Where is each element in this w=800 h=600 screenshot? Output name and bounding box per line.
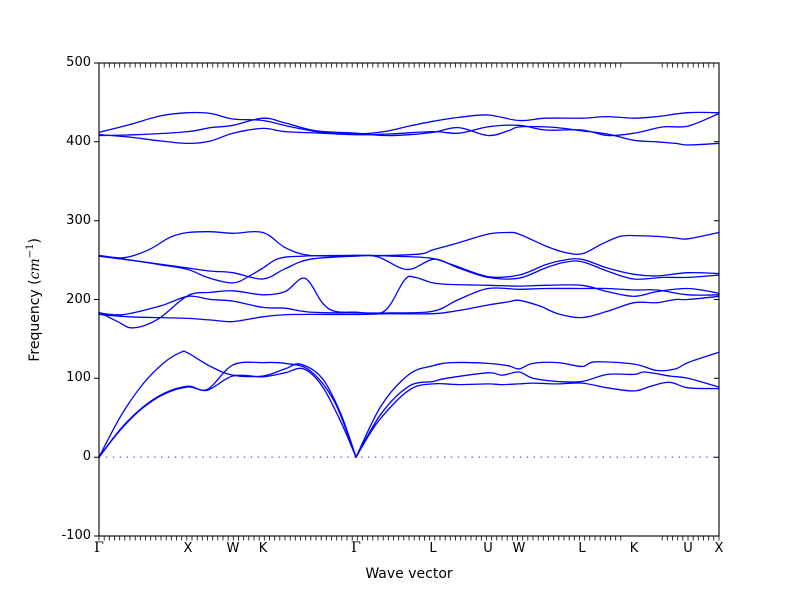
phonon-band-optical-3 [98,117,720,146]
phonon-band-middle-5 [98,287,720,316]
y-tick-label-200: 200 [66,291,91,307]
x-tick-label-5-L: L [429,541,437,556]
phonon-band-middle-6 [98,295,720,323]
x-tick-label-0-Gamma: Γ [94,540,104,556]
x-tick-label-10-U: U [683,541,693,556]
y-tick-label-400: 400 [66,133,91,149]
x-axis-label: Wave vector [365,566,453,582]
x-tick-label-9-K: K [629,541,639,556]
phonon-band-middle-2 [98,254,720,280]
x-tick-label-3-K: K [258,541,268,556]
phonon-band-optical-2 [98,112,720,145]
y-axis-exponent: −1 [25,243,37,259]
phonon-band-acoustic_left-1 [98,367,357,458]
phonon-band-acoustic_left-3 [98,350,357,458]
x-tick-label-4-Gamma: Γ [351,540,361,556]
y-tick-label-300: 300 [66,212,91,228]
x-tick-label-1-X: X [183,541,193,556]
phonon-band-middle-3 [98,254,720,284]
y-tick-label-100: 100 [66,370,91,386]
y-tick-label-500: 500 [66,55,91,70]
x-tick-label-7-W: W [512,541,526,556]
phonon-band-acoustic_right-3 [355,351,720,458]
x-minor-ticks-bottom [98,536,720,541]
x-tick-label-8-L: L [578,541,586,556]
phonon-band-acoustic_right-1 [355,381,720,458]
y-tick-label--100: -100 [61,528,91,543]
phonon-band-middle-4 [98,275,720,329]
x-tick-label-6-U: U [483,541,493,556]
phonon-band-middle-1 [98,230,720,259]
phonon-band-acoustic_left-2 [98,361,357,458]
y-major-ticks [94,62,719,537]
y-tick-label-0: 0 [82,449,91,465]
phonon-band-optical-1 [98,111,720,135]
x-minor-ticks-top [98,63,720,68]
x-tick-label-2-W: W [226,541,240,556]
x-tick-label-11-X: X [714,541,724,556]
phonon-band-acoustic_right-2 [355,371,720,458]
y-axis-unit: cm [26,258,43,280]
